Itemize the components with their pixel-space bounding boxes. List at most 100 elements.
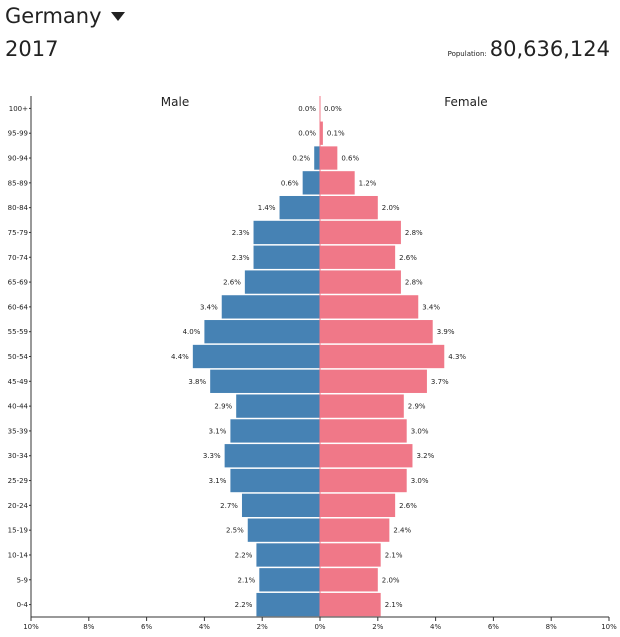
age-group-label: 65-69 — [8, 279, 28, 287]
female-value-label: 2.0% — [382, 204, 400, 212]
male-value-label: 2.6% — [223, 279, 241, 287]
male-value-label: 0.2% — [292, 155, 310, 163]
age-group-label: 60-64 — [8, 303, 29, 311]
caret-down-icon[interactable] — [110, 11, 125, 21]
age-group-label: 45-49 — [8, 378, 28, 386]
male-value-label: 4.4% — [171, 353, 189, 361]
age-group-label: 85-89 — [8, 179, 28, 187]
male-value-label: 2.5% — [226, 527, 244, 535]
x-tick-label: 6% — [141, 623, 152, 631]
age-group-label: 15-19 — [8, 527, 28, 535]
female-axis-title: Female — [444, 95, 487, 109]
female-value-label: 0.1% — [327, 130, 345, 138]
x-tick-label: 4% — [199, 623, 210, 631]
age-group-label: 0-4 — [17, 601, 29, 609]
female-bar — [320, 369, 427, 393]
female-value-label: 2.0% — [382, 576, 400, 584]
male-value-label: 1.4% — [258, 204, 276, 212]
age-group-label: 20-24 — [8, 502, 29, 510]
female-bar — [320, 493, 396, 518]
male-axis-title: Male — [161, 95, 189, 109]
male-bar — [253, 245, 320, 269]
male-bar — [204, 320, 320, 344]
male-value-label: 3.1% — [209, 477, 227, 485]
female-bar — [320, 195, 378, 220]
male-bar — [259, 568, 320, 592]
country-dropdown[interactable]: Germany — [5, 4, 125, 28]
year-label: 2017 — [5, 37, 59, 61]
age-group-label: 70-74 — [8, 254, 29, 262]
female-bar — [320, 220, 401, 245]
age-group-label: 5-9 — [17, 576, 28, 584]
female-value-label: 3.0% — [411, 477, 429, 485]
male-value-label: 2.2% — [235, 551, 253, 559]
male-bar — [221, 295, 320, 319]
male-bar — [224, 444, 320, 468]
male-bar — [230, 419, 320, 443]
x-tick-label: 8% — [546, 623, 557, 631]
male-bar — [230, 468, 320, 493]
female-value-label: 3.7% — [431, 378, 449, 386]
x-tick-label: 0% — [314, 623, 325, 631]
male-bar — [244, 270, 320, 294]
female-value-label: 3.9% — [437, 328, 455, 336]
female-value-label: 2.8% — [405, 229, 423, 237]
male-value-label: 0.0% — [298, 105, 316, 113]
age-group-label: 80-84 — [8, 204, 29, 212]
female-bar — [320, 171, 355, 195]
female-value-label: 2.1% — [385, 551, 403, 559]
male-bar — [192, 344, 320, 369]
male-value-label: 3.3% — [203, 452, 221, 460]
x-tick-label: 2% — [257, 623, 268, 631]
female-value-label: 3.2% — [416, 452, 434, 460]
x-tick-label: 2% — [372, 623, 383, 631]
female-bar — [320, 394, 404, 418]
male-bar — [210, 369, 320, 393]
x-tick-label: 4% — [430, 623, 441, 631]
female-value-label: 2.9% — [408, 403, 426, 411]
population-label: Population: — [447, 50, 487, 58]
female-bar — [320, 146, 338, 170]
male-value-label: 0.6% — [281, 179, 299, 187]
female-value-label: 3.4% — [422, 303, 440, 311]
female-value-label: 1.2% — [359, 179, 377, 187]
female-bar — [320, 245, 396, 269]
male-bar — [253, 220, 320, 245]
female-bar — [320, 568, 378, 592]
male-value-label: 2.9% — [214, 403, 232, 411]
female-bar — [320, 518, 390, 542]
female-bar — [320, 121, 323, 145]
female-value-label: 0.0% — [324, 105, 342, 113]
male-value-label: 0.0% — [298, 130, 316, 138]
female-bar — [320, 468, 407, 493]
female-bar — [320, 592, 381, 617]
female-value-label: 2.4% — [393, 527, 411, 535]
male-bar — [236, 394, 320, 418]
male-bar — [256, 543, 320, 567]
x-tick-label: 10% — [601, 623, 617, 631]
female-bar — [320, 295, 419, 319]
male-bar — [279, 195, 320, 220]
female-value-label: 2.6% — [399, 502, 417, 510]
female-value-label: 2.1% — [385, 601, 403, 609]
male-value-label: 4.0% — [183, 328, 201, 336]
female-value-label: 2.8% — [405, 279, 423, 287]
x-tick-label: 8% — [83, 623, 94, 631]
age-group-label: 40-44 — [8, 403, 29, 411]
age-group-label: 35-39 — [8, 427, 28, 435]
female-value-label: 4.3% — [448, 353, 466, 361]
population-value: 80,636,124 — [489, 37, 610, 61]
male-bar — [302, 171, 320, 195]
age-group-label: 10-14 — [8, 551, 29, 559]
female-value-label: 3.0% — [411, 427, 429, 435]
country-name: Germany — [5, 4, 102, 28]
age-group-label: 75-79 — [8, 229, 28, 237]
x-tick-label: 10% — [23, 623, 39, 631]
female-value-label: 2.6% — [399, 254, 417, 262]
female-bar — [320, 270, 401, 294]
female-bar — [320, 419, 407, 443]
male-value-label: 2.3% — [232, 254, 250, 262]
female-bar — [320, 543, 381, 567]
age-group-label: 100+ — [9, 105, 28, 113]
